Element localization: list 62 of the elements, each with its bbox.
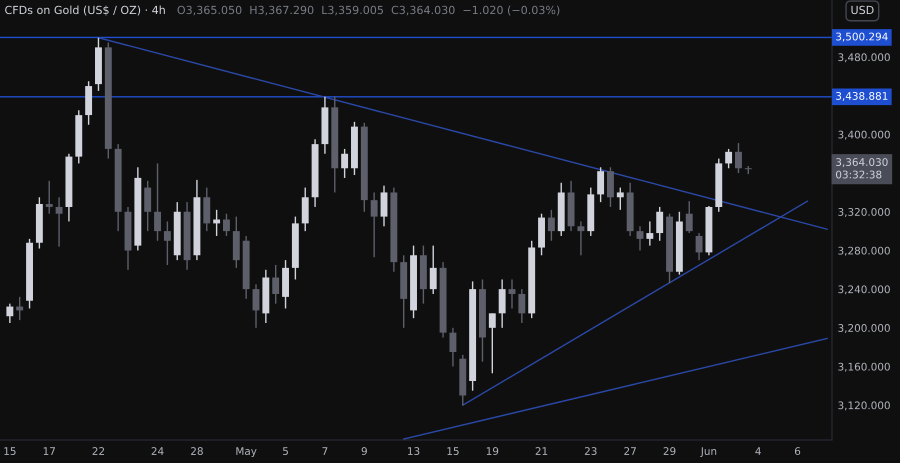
x-tick-label: 27 bbox=[624, 447, 636, 455]
candlestick bbox=[735, 142, 742, 174]
text: 3,364.030 03:32:38 bbox=[836, 158, 888, 178]
x-tick-label: 15 bbox=[4, 447, 16, 456]
y-tick-label: 3,120.000 bbox=[838, 401, 890, 410]
x-tick-label: 6 bbox=[794, 447, 800, 456]
x-tick-label: 9 bbox=[362, 447, 367, 456]
candlestick bbox=[223, 213, 230, 237]
candlestick bbox=[725, 148, 732, 169]
candlestick bbox=[616, 186, 624, 211]
candlestick bbox=[272, 264, 280, 304]
chart-title: CFDs on Gold (US$ / OZ) · 4h bbox=[5, 6, 165, 16]
candlestick bbox=[508, 278, 516, 310]
x-tick-label: 7 bbox=[322, 447, 328, 455]
x-tick-label: May bbox=[236, 447, 257, 458]
candlestick bbox=[518, 288, 526, 324]
x-tick-label: 29 bbox=[664, 447, 676, 456]
text: USD bbox=[851, 6, 874, 14]
candlestick bbox=[56, 196, 63, 248]
x-tick-label: 22 bbox=[92, 447, 104, 455]
x-tick-label: 15 bbox=[447, 447, 459, 456]
x-tick-label: 19 bbox=[486, 447, 498, 456]
y-tick-label: 3,280.000 bbox=[838, 246, 890, 256]
candlestick bbox=[488, 312, 496, 374]
x-tick-label: 21 bbox=[536, 447, 548, 455]
x-tick-label: 28 bbox=[191, 447, 203, 456]
candlestick bbox=[686, 200, 693, 234]
x-tick-label: 5 bbox=[283, 447, 288, 456]
x-tick-label: Jun bbox=[700, 447, 716, 457]
ref-line-label: 3,500.294 bbox=[836, 32, 888, 42]
candlestick bbox=[213, 209, 220, 237]
y-tick-label: 3,480.000 bbox=[838, 53, 890, 62]
candlestick bbox=[636, 226, 644, 252]
x-tick-label: 4 bbox=[755, 447, 761, 455]
ref-line-label: 3,438.881 bbox=[836, 92, 888, 101]
candlestick bbox=[370, 192, 378, 258]
candlestick bbox=[449, 327, 456, 368]
candlestick bbox=[46, 180, 53, 214]
candlestick bbox=[696, 232, 703, 261]
candlestick bbox=[154, 162, 161, 242]
candlestick bbox=[646, 220, 654, 246]
candlestick bbox=[341, 148, 348, 179]
candlestick bbox=[744, 165, 752, 175]
chart-subtitle: O3,365.050 H3,367.290 L3,359.005 C3,364.030 −1.020 (−0.03%) bbox=[178, 6, 560, 16]
y-tick-label: 3,240.000 bbox=[838, 285, 890, 294]
x-tick-label: 23 bbox=[584, 447, 597, 456]
candlestick bbox=[597, 166, 604, 203]
x-tick-label: 24 bbox=[152, 447, 164, 455]
candlestick bbox=[164, 220, 171, 266]
candlestick bbox=[16, 296, 24, 321]
y-tick-label: 3,320.000 bbox=[838, 208, 890, 217]
y-tick-label: 3,200.000 bbox=[838, 324, 890, 333]
candlestick bbox=[577, 220, 584, 256]
x-tick-label: 17 bbox=[44, 447, 55, 455]
x-tick-label: 13 bbox=[408, 447, 420, 456]
candlestick bbox=[252, 284, 260, 329]
candlestick bbox=[6, 302, 14, 324]
candlestick bbox=[656, 206, 664, 242]
y-tick-label: 3,160.000 bbox=[838, 362, 890, 372]
candlestick bbox=[430, 244, 437, 295]
y-tick-label: 3,400.000 bbox=[838, 130, 890, 140]
candlestick bbox=[548, 209, 555, 242]
